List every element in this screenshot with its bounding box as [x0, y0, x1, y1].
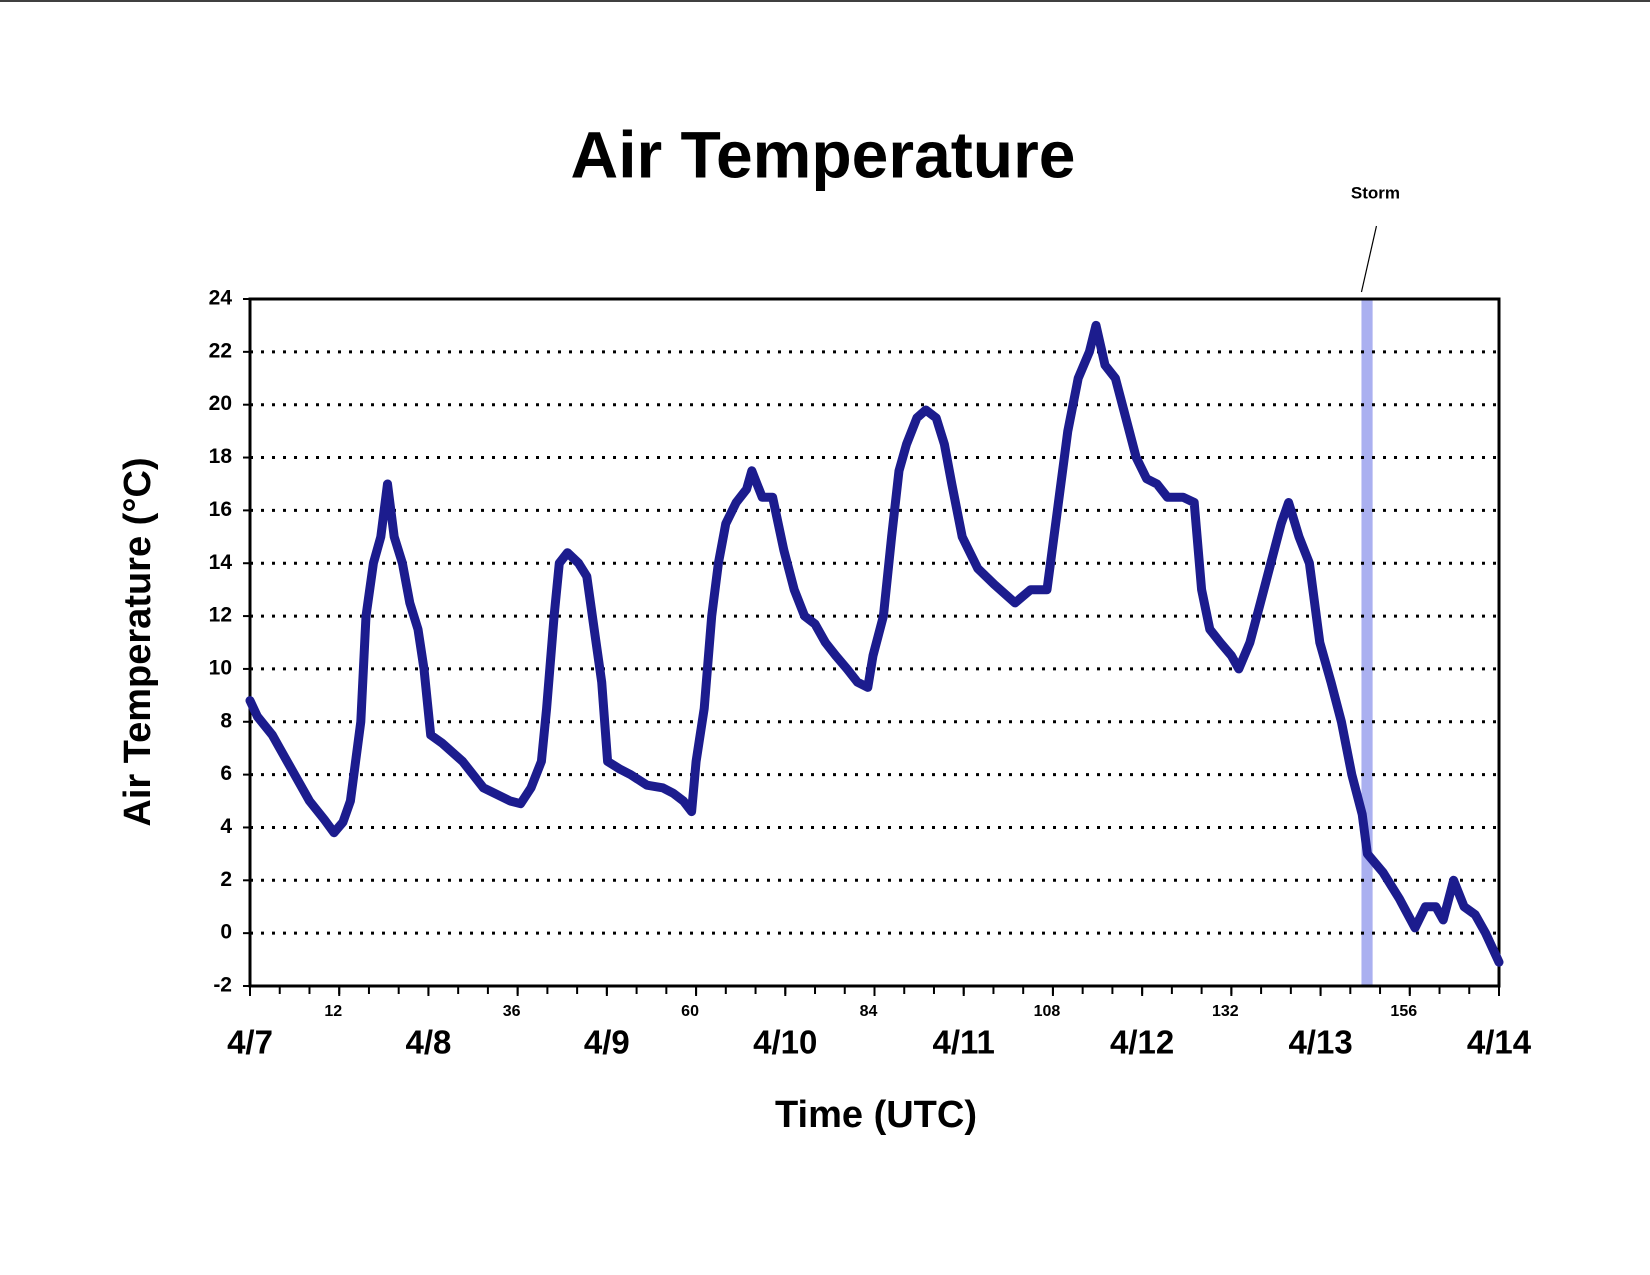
x-hour-label: 36	[503, 1003, 521, 1020]
x-axis-title: Time (UTC)	[775, 1094, 977, 1136]
x-day-label: 4/10	[753, 1024, 817, 1061]
y-tick-label: 2	[220, 868, 232, 891]
y-tick-label: 18	[209, 445, 233, 468]
x-hour-label: 12	[324, 1003, 342, 1020]
x-hour-label: 132	[1212, 1003, 1239, 1020]
temperature-line	[245, 320, 1504, 967]
y-tick-label: 8	[220, 709, 232, 732]
annotation-leader	[1360, 225, 1378, 293]
y-tick-label: 20	[209, 392, 232, 415]
x-hour-label: 60	[681, 1003, 699, 1020]
x-day-label: 4/12	[1110, 1024, 1174, 1061]
y-tick-label: 16	[209, 498, 232, 521]
storm-band	[1361, 299, 1373, 986]
x-day-label: 4/9	[584, 1024, 630, 1061]
x-day-label: 4/8	[405, 1024, 451, 1061]
x-day-label: 4/14	[1467, 1024, 1532, 1061]
y-tick-label: 4	[220, 815, 232, 838]
annotation-label: Storm	[1351, 183, 1400, 202]
y-tick-label: 24	[209, 287, 233, 310]
y-tick-label: 6	[220, 762, 232, 785]
x-hour-label: 84	[860, 1003, 878, 1020]
y-tick-label: 22	[209, 339, 232, 362]
y-tick-label: -2	[213, 974, 232, 997]
plot-frame	[248, 297, 1501, 988]
x-day-label: 4/13	[1288, 1024, 1352, 1061]
x-day-label: 4/11	[933, 1024, 995, 1061]
x-hour-label: 156	[1390, 1003, 1417, 1020]
x-hour-label: 108	[1034, 1003, 1061, 1020]
y-axis-title: Air Temperature (°C)	[117, 457, 159, 826]
y-tick-label: 10	[209, 656, 232, 679]
chart-title: Air Temperature	[571, 117, 1076, 191]
x-day-label: 4/7	[227, 1024, 273, 1061]
y-tick-label: 12	[209, 604, 232, 627]
y-tick-label: 0	[220, 921, 232, 944]
y-tick-label: 14	[209, 551, 233, 574]
